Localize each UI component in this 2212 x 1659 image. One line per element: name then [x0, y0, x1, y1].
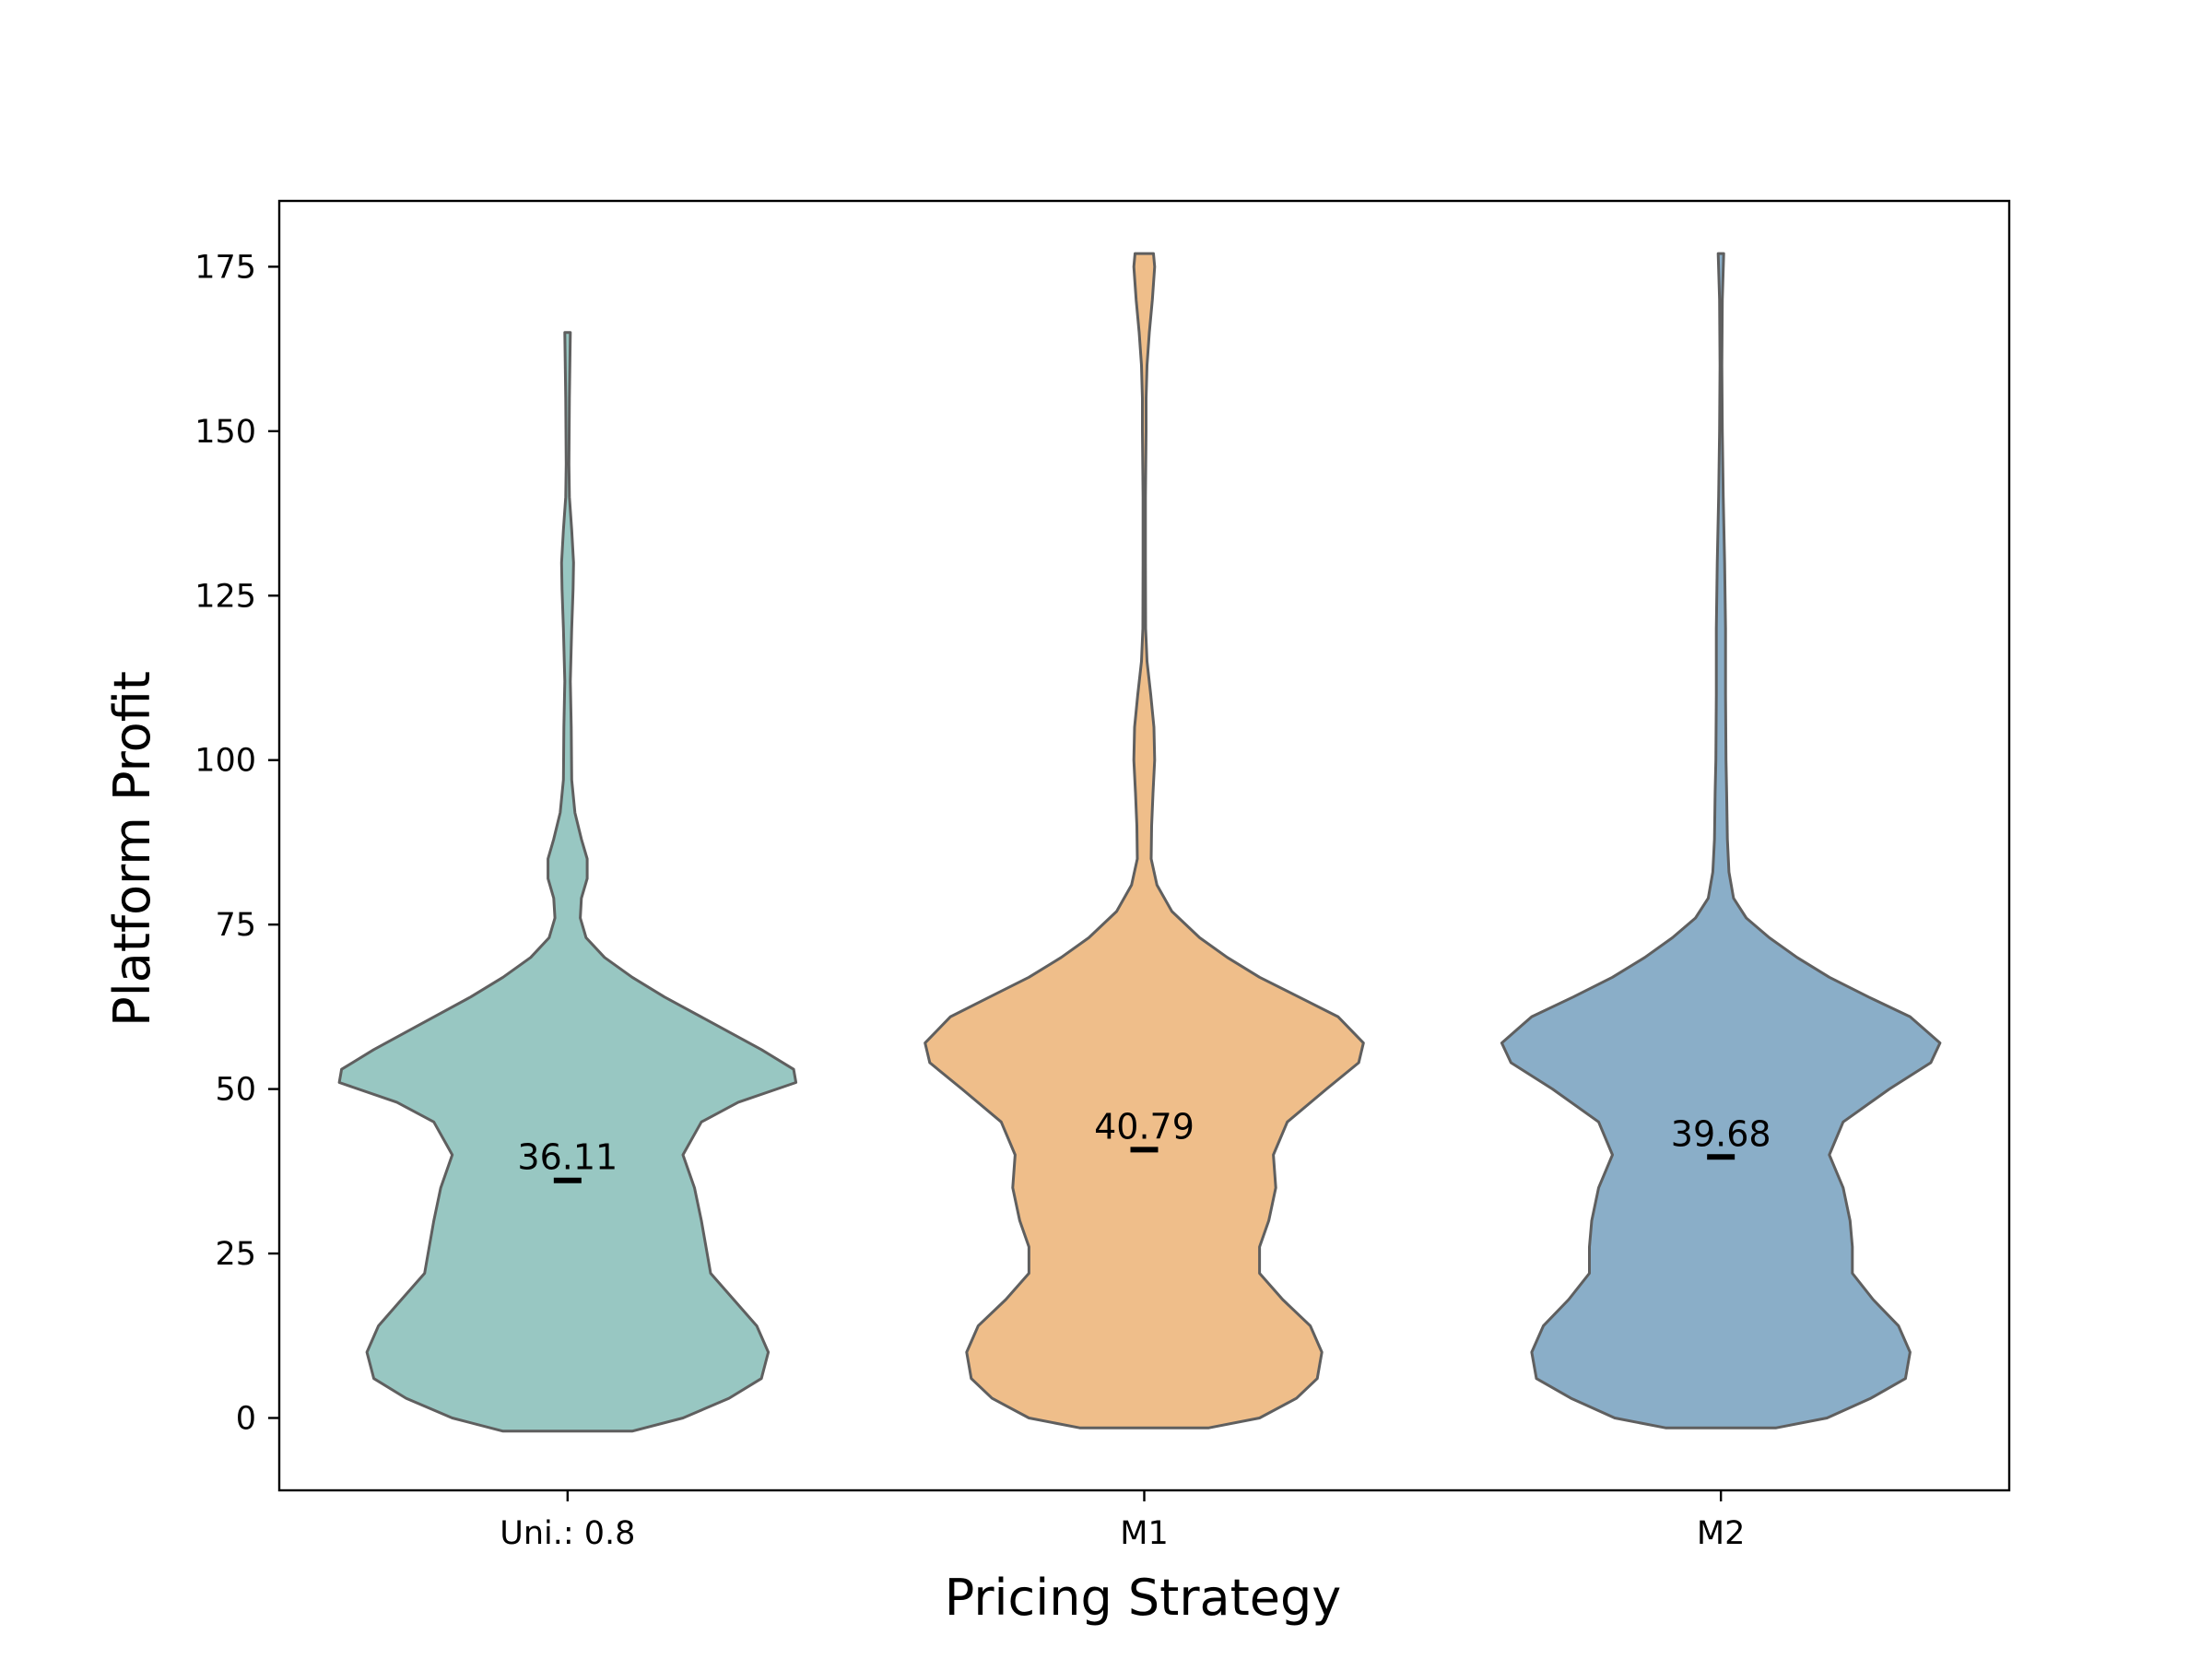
mean-label-3: 39.68 — [1671, 1113, 1771, 1154]
y-axis-title: Platform Profit — [103, 671, 161, 1027]
y-axis: 0 25 50 75 100 125 150 175 — [194, 249, 279, 1437]
y-tick-label-150: 150 — [194, 414, 256, 451]
violin-1 — [337, 331, 798, 1433]
x-tick-label-3: M2 — [1697, 1515, 1745, 1552]
y-tick-label-125: 125 — [194, 578, 256, 615]
x-axis: Uni.: 0.8 M1 M2 — [500, 1490, 1745, 1552]
violins-layer — [337, 252, 1942, 1433]
means-layer: 36.11 40.79 39.68 — [517, 1106, 1771, 1183]
x-tick-label-2: M1 — [1120, 1515, 1168, 1552]
y-tick-label-50: 50 — [215, 1072, 256, 1109]
violin-3 — [1500, 252, 1942, 1430]
plot-frame — [277, 199, 2011, 1492]
violin-2 — [924, 252, 1365, 1430]
y-tick-label-100: 100 — [194, 743, 256, 780]
x-tick-label-1: Uni.: 0.8 — [500, 1515, 635, 1552]
y-tick-label-25: 25 — [215, 1236, 256, 1273]
mean-label-1: 36.11 — [517, 1137, 618, 1178]
y-tick-label-0: 0 — [236, 1400, 256, 1437]
y-tick-label-175: 175 — [194, 249, 256, 286]
x-axis-title: Pricing Strategy — [945, 1569, 1342, 1627]
y-tick-label-75: 75 — [215, 907, 256, 944]
mean-label-2: 40.79 — [1094, 1106, 1194, 1147]
